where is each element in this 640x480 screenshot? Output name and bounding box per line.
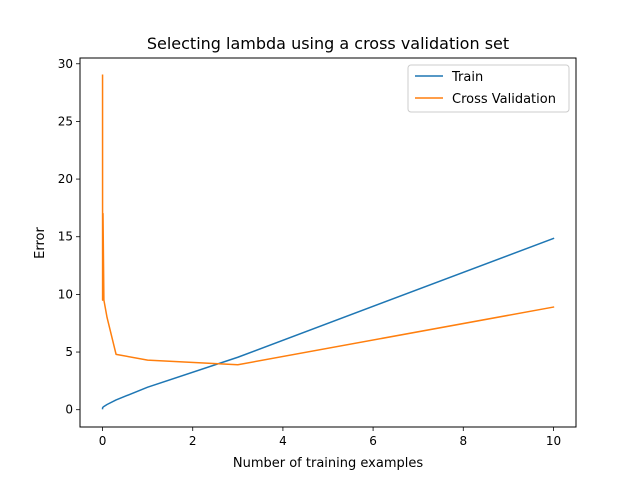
x-axis: 0 2 4 6 8 10 bbox=[99, 427, 561, 448]
chart-title: Selecting lambda using a cross validatio… bbox=[147, 34, 509, 53]
legend: Train Cross Validation bbox=[407, 64, 570, 113]
y-tick-label: 5 bbox=[65, 345, 73, 359]
series-line-train bbox=[101, 237, 555, 410]
axes-frame bbox=[79, 57, 577, 428]
y-tick-label: 15 bbox=[58, 230, 73, 244]
x-tick-label: 2 bbox=[189, 434, 197, 448]
y-axis: 0 5 10 15 20 25 30 bbox=[58, 57, 80, 417]
x-tick-label: 4 bbox=[279, 434, 287, 448]
series-line-cross-validation bbox=[101, 74, 555, 366]
x-tick-label: 0 bbox=[99, 434, 107, 448]
y-tick-label: 0 bbox=[65, 403, 73, 417]
x-tick-label: 6 bbox=[369, 434, 377, 448]
legend-label: Cross Validation bbox=[452, 92, 556, 107]
y-tick-label: 30 bbox=[58, 57, 73, 71]
y-tick-label: 20 bbox=[58, 172, 73, 186]
legend-label: Train bbox=[451, 70, 483, 85]
y-tick-label: 10 bbox=[58, 287, 73, 301]
y-axis-label: Error bbox=[33, 227, 48, 259]
legend-box bbox=[407, 64, 570, 113]
x-axis-label: Number of training examples bbox=[233, 456, 423, 471]
plot-area bbox=[101, 74, 555, 410]
x-tick-label: 8 bbox=[459, 434, 467, 448]
x-tick-label: 10 bbox=[546, 434, 561, 448]
y-tick-label: 25 bbox=[58, 114, 73, 128]
